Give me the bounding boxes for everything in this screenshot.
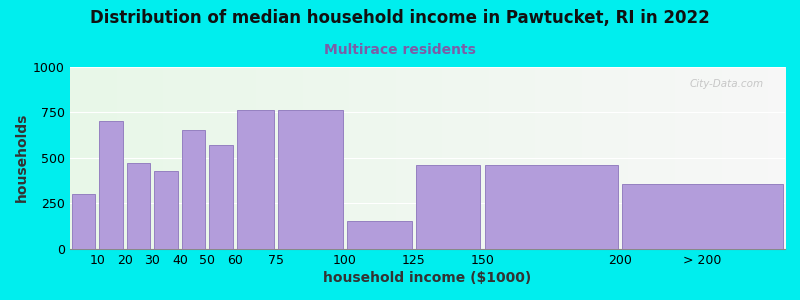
- Bar: [182, 130, 206, 249]
- Bar: [622, 184, 783, 249]
- Bar: [347, 221, 412, 249]
- Bar: [210, 145, 233, 249]
- Bar: [278, 110, 343, 249]
- Bar: [72, 194, 95, 249]
- Bar: [485, 165, 618, 249]
- Text: City-Data.com: City-Data.com: [690, 79, 763, 89]
- Text: Multirace residents: Multirace residents: [324, 44, 476, 58]
- Bar: [154, 170, 178, 249]
- Bar: [127, 163, 150, 249]
- Bar: [416, 165, 480, 249]
- Y-axis label: households: households: [15, 113, 29, 202]
- Bar: [99, 121, 123, 249]
- Text: Distribution of median household income in Pawtucket, RI in 2022: Distribution of median household income …: [90, 9, 710, 27]
- Bar: [237, 110, 274, 249]
- X-axis label: household income ($1000): household income ($1000): [323, 271, 531, 285]
